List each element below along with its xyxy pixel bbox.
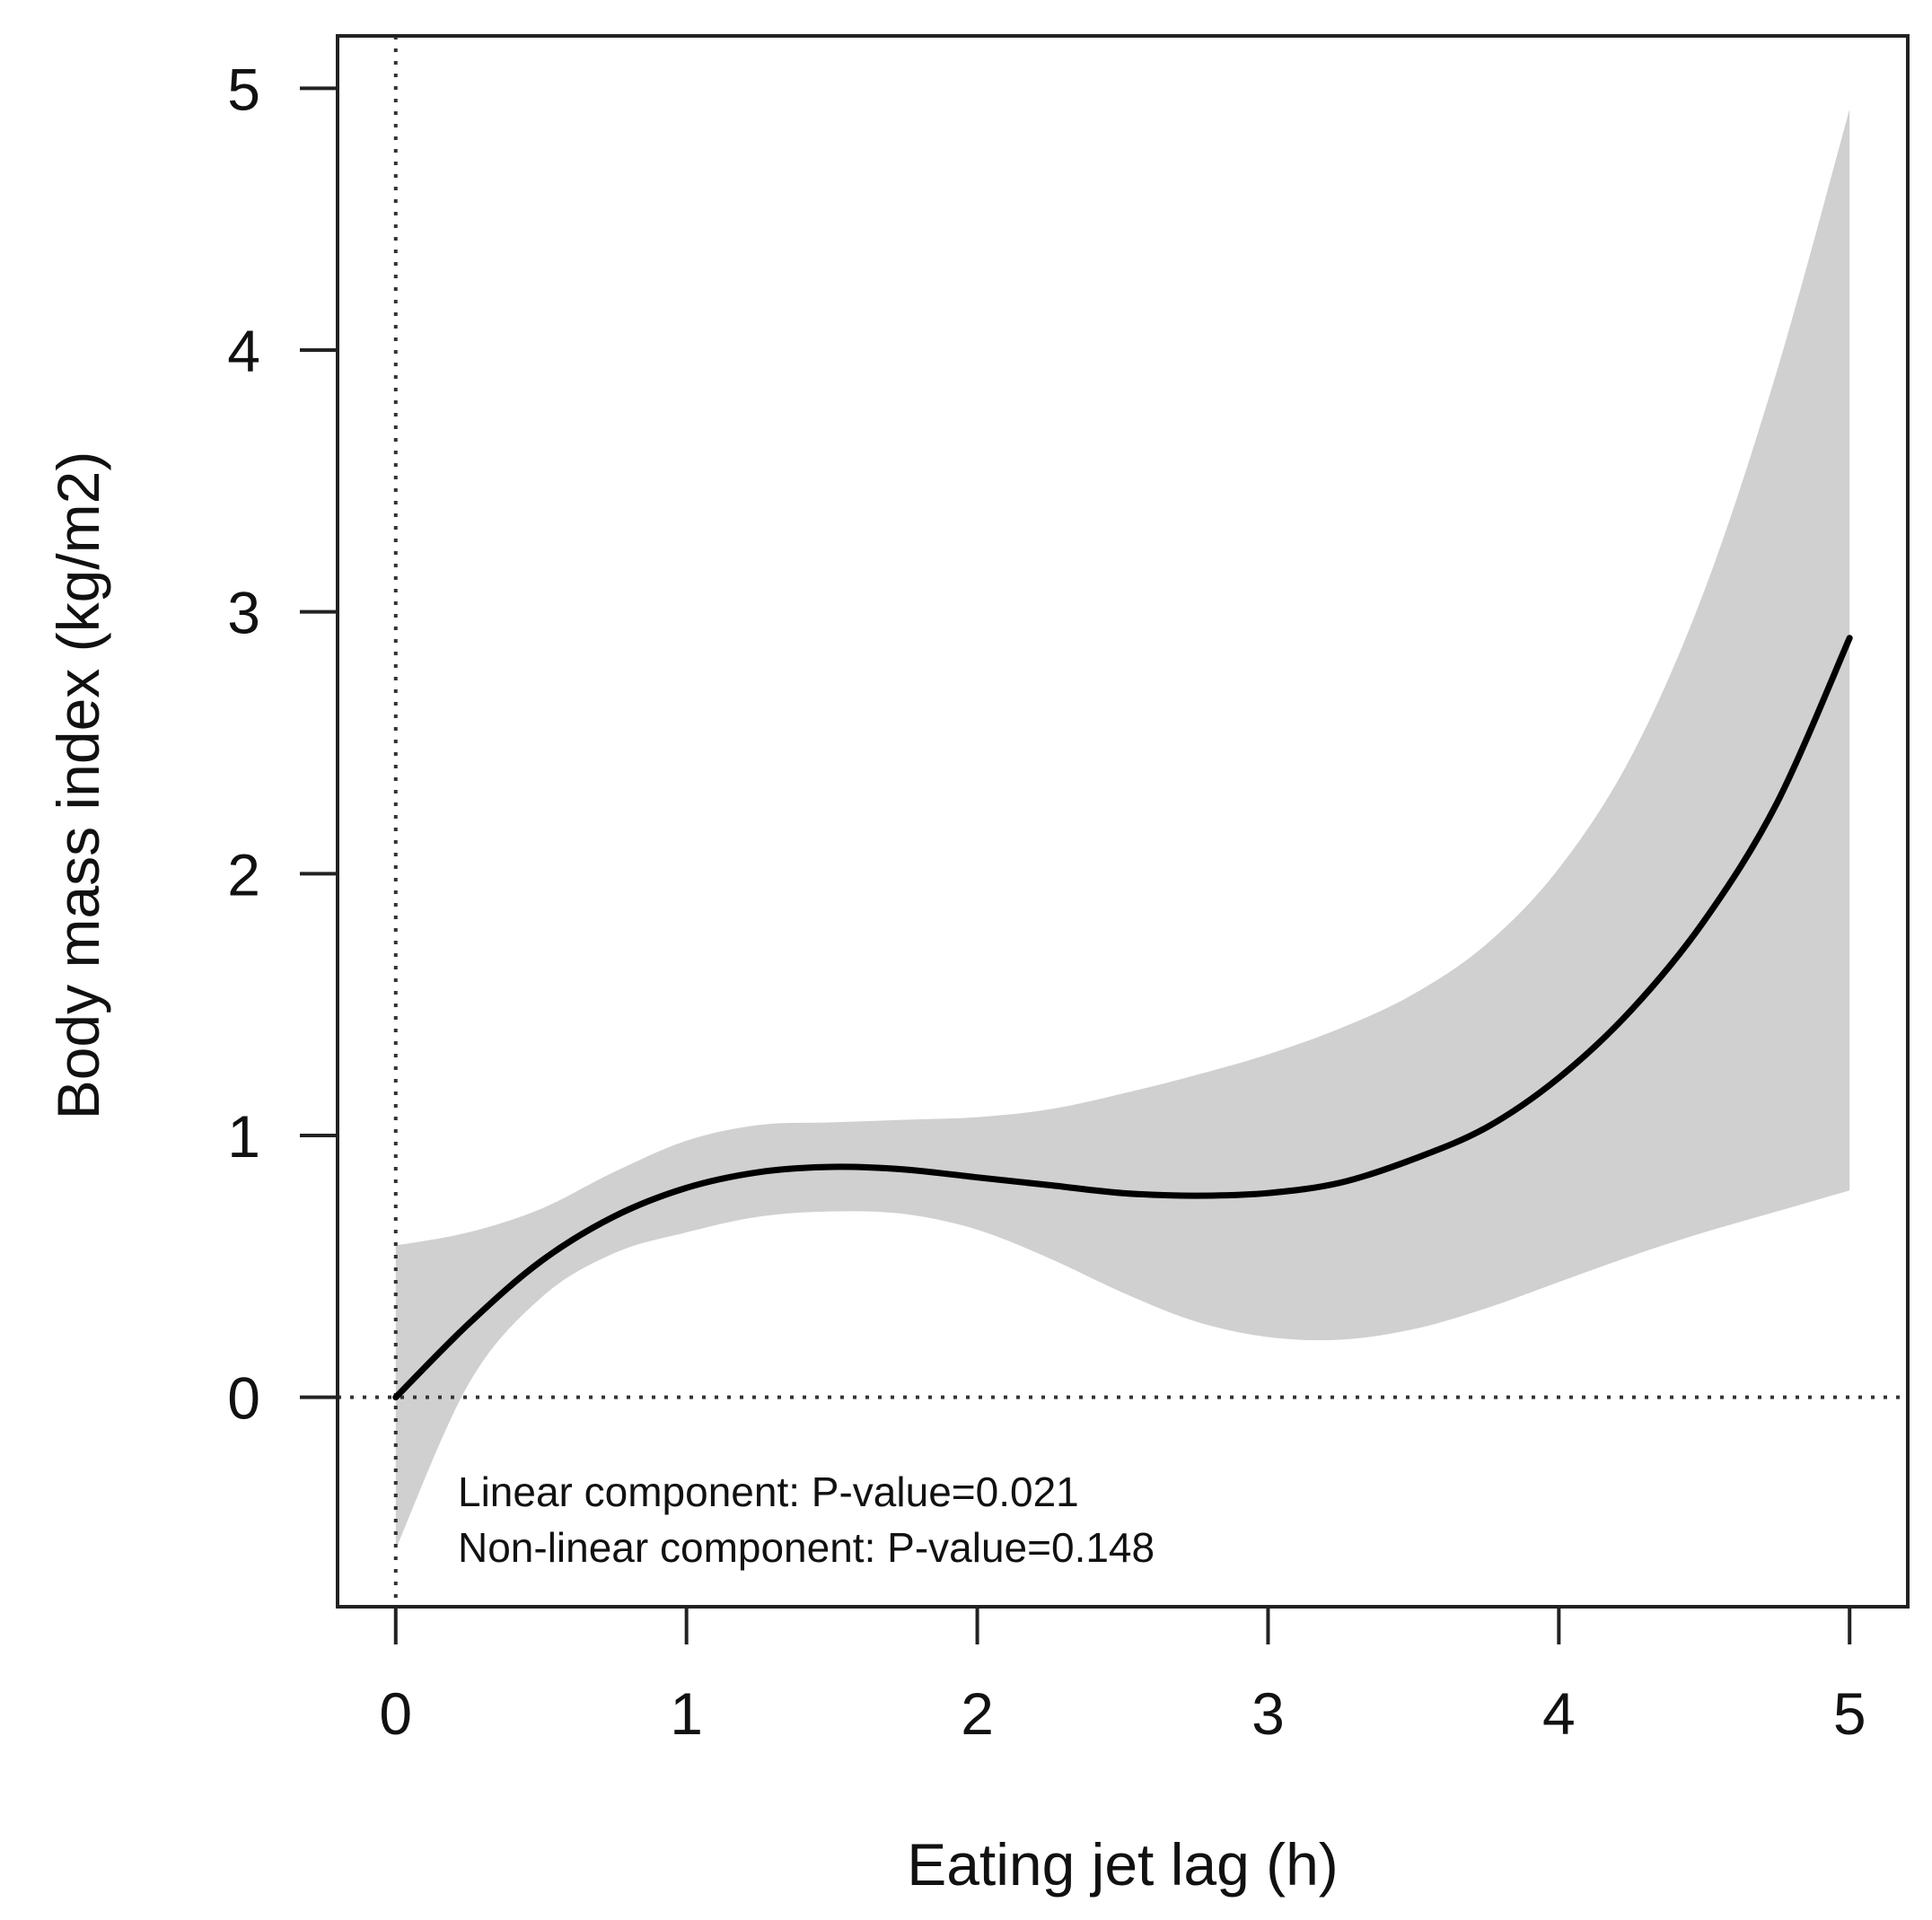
- y-tick-label: 5: [227, 56, 260, 122]
- y-axis: 0 1 2 3 4 5: [227, 56, 338, 1432]
- y-tick-label: 3: [227, 580, 260, 646]
- reference-lines-layer: [338, 36, 1908, 1607]
- x-tick-label: 3: [1251, 1680, 1285, 1747]
- y-tick-label: 2: [227, 841, 260, 907]
- confidence-band-layer: [395, 109, 1850, 1549]
- x-axis: 0 1 2 3 4 5: [379, 1607, 1866, 1747]
- y-axis-title: Body mass index (kg/m2): [45, 452, 111, 1120]
- x-axis-title: Eating jet lag (h): [907, 1831, 1339, 1898]
- x-tick-label: 4: [1542, 1680, 1576, 1747]
- x-tick-label: 5: [1833, 1680, 1866, 1747]
- x-tick-label: 1: [670, 1680, 703, 1747]
- x-tick-label: 0: [379, 1680, 412, 1747]
- estimate-line-layer: [392, 635, 1853, 1401]
- confidence-band: [395, 109, 1850, 1549]
- series-line-estimate: [392, 635, 1853, 1401]
- x-tick-label: 2: [961, 1680, 994, 1747]
- annotation-linear-pvalue: Linear component: P-value=0.021: [458, 1468, 1079, 1515]
- plot-frame: [336, 34, 1910, 1609]
- y-tick-label: 4: [227, 318, 260, 384]
- annotation-nonlinear-pvalue: Non-linear component: P-value=0.148: [458, 1524, 1155, 1571]
- y-tick-label: 1: [227, 1103, 260, 1170]
- y-tick-label: 0: [227, 1365, 260, 1432]
